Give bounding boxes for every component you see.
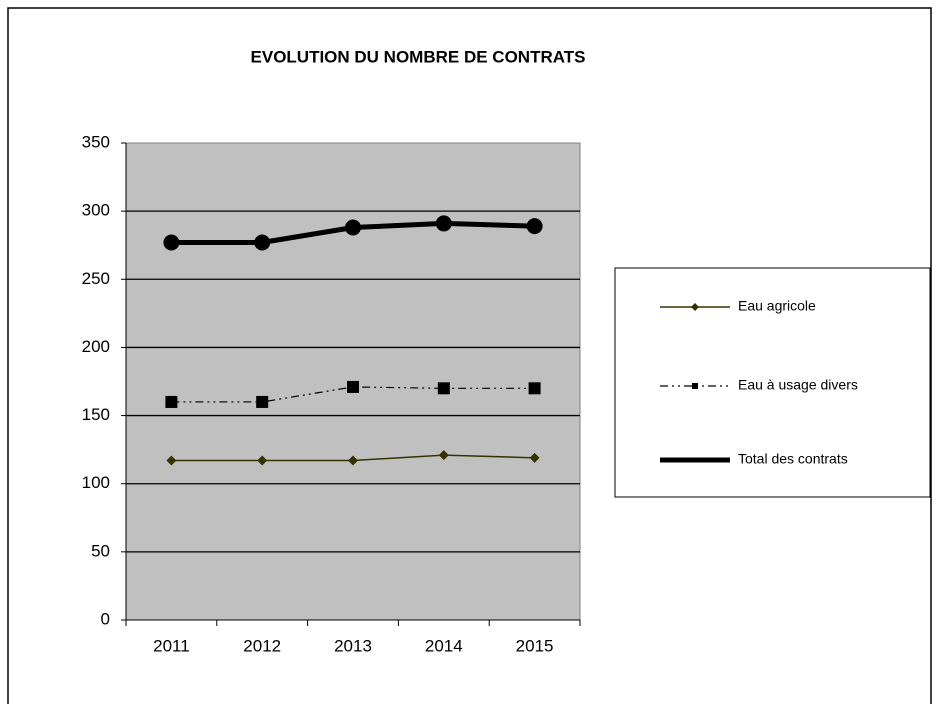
marker [254, 234, 271, 251]
series-line [171, 386, 535, 403]
marker [692, 457, 698, 463]
marker [526, 218, 543, 235]
marker [437, 382, 450, 395]
legend-label: Total des contrats [738, 451, 848, 467]
marker [345, 219, 361, 236]
x-tick-label: 2014 [425, 636, 463, 655]
marker [163, 234, 180, 251]
y-tick-label: 150 [82, 405, 110, 424]
marker [257, 455, 268, 466]
y-tick-label: 0 [101, 609, 110, 628]
legend-label: Eau agricole [738, 298, 816, 314]
marker [256, 395, 269, 408]
y-tick-label: 250 [82, 269, 110, 288]
marker [435, 215, 452, 232]
marker [165, 395, 178, 408]
y-tick-label: 100 [82, 473, 110, 492]
chart-title: EVOLUTION DU NOMBRE DE CONTRATS [251, 47, 586, 66]
marker [692, 383, 698, 389]
y-tick-label: 200 [82, 337, 110, 356]
marker [528, 382, 541, 395]
x-tick-label: 2015 [516, 636, 554, 655]
marker [166, 455, 177, 466]
y-tick-label: 350 [82, 132, 110, 151]
marker [347, 380, 359, 393]
x-tick-label: 2013 [334, 636, 372, 655]
x-tick-label: 2011 [153, 636, 190, 655]
marker [529, 452, 540, 463]
legend-label: Eau à usage divers [738, 377, 858, 393]
marker [438, 450, 449, 461]
y-tick-label: 300 [82, 201, 110, 220]
marker [691, 303, 699, 311]
y-tick-label: 50 [91, 541, 110, 560]
x-tick-label: 2012 [243, 636, 281, 655]
marker [348, 455, 358, 466]
